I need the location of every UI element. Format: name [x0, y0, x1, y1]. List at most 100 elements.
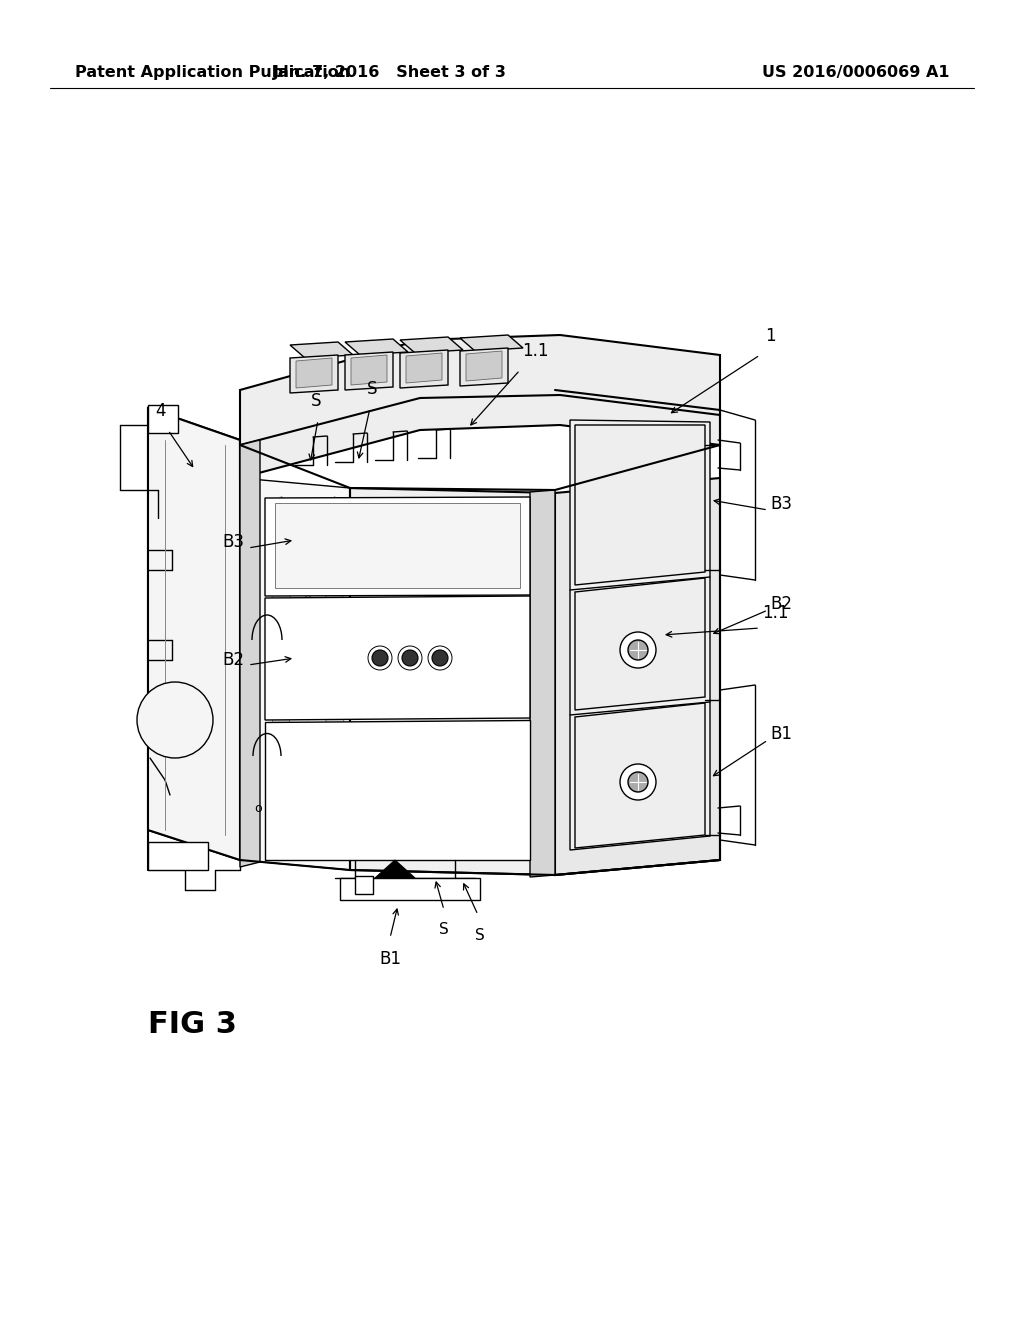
Polygon shape: [299, 759, 317, 783]
Polygon shape: [271, 744, 290, 766]
Polygon shape: [393, 714, 417, 737]
Polygon shape: [272, 713, 290, 737]
Polygon shape: [463, 507, 487, 532]
Polygon shape: [299, 573, 317, 598]
Polygon shape: [575, 578, 705, 710]
Polygon shape: [326, 496, 344, 520]
Polygon shape: [575, 704, 705, 847]
Polygon shape: [272, 558, 290, 582]
Polygon shape: [466, 351, 502, 381]
Polygon shape: [351, 355, 387, 385]
Polygon shape: [326, 743, 344, 766]
Polygon shape: [272, 590, 291, 611]
Polygon shape: [290, 355, 338, 393]
Polygon shape: [362, 756, 390, 788]
Polygon shape: [357, 499, 383, 521]
Polygon shape: [358, 739, 383, 762]
Polygon shape: [411, 756, 438, 788]
Polygon shape: [429, 602, 452, 626]
Polygon shape: [266, 799, 294, 830]
Polygon shape: [358, 772, 382, 795]
Polygon shape: [466, 611, 487, 635]
Polygon shape: [500, 568, 522, 590]
Polygon shape: [394, 510, 417, 533]
Polygon shape: [345, 339, 408, 355]
Polygon shape: [266, 756, 294, 788]
Text: B1: B1: [379, 950, 401, 968]
Circle shape: [432, 649, 449, 667]
Polygon shape: [411, 714, 438, 746]
Polygon shape: [327, 682, 344, 706]
Text: B3: B3: [770, 495, 792, 513]
Polygon shape: [406, 352, 442, 383]
Polygon shape: [465, 577, 486, 601]
Polygon shape: [240, 335, 720, 445]
Polygon shape: [394, 747, 419, 772]
Polygon shape: [460, 348, 508, 385]
Bar: [148, 405, 178, 433]
Bar: [340, 878, 480, 900]
Polygon shape: [299, 605, 316, 628]
Polygon shape: [350, 488, 555, 875]
Text: B2: B2: [222, 651, 244, 669]
Polygon shape: [362, 799, 390, 830]
Circle shape: [137, 682, 213, 758]
Polygon shape: [391, 680, 419, 702]
Polygon shape: [465, 784, 488, 808]
Polygon shape: [429, 739, 452, 762]
Polygon shape: [501, 602, 523, 626]
Polygon shape: [458, 799, 485, 830]
Polygon shape: [499, 498, 522, 521]
Polygon shape: [462, 544, 486, 565]
Text: S: S: [310, 392, 322, 411]
Text: S: S: [367, 380, 377, 399]
Text: Patent Application Publication: Patent Application Publication: [75, 66, 350, 81]
Text: B3: B3: [222, 533, 244, 550]
Polygon shape: [400, 337, 463, 352]
Polygon shape: [427, 774, 452, 796]
Polygon shape: [296, 358, 332, 388]
Text: o: o: [254, 801, 262, 814]
Polygon shape: [271, 805, 290, 829]
Polygon shape: [497, 669, 523, 692]
Polygon shape: [555, 478, 720, 875]
Polygon shape: [314, 799, 342, 830]
Polygon shape: [465, 681, 488, 704]
Circle shape: [628, 772, 648, 792]
Polygon shape: [148, 408, 240, 861]
Text: B2: B2: [770, 595, 792, 612]
Polygon shape: [458, 714, 485, 746]
Polygon shape: [272, 649, 290, 673]
Polygon shape: [299, 821, 316, 843]
Polygon shape: [375, 861, 415, 878]
Polygon shape: [290, 342, 353, 358]
Polygon shape: [427, 671, 453, 693]
Polygon shape: [499, 771, 522, 797]
Polygon shape: [265, 597, 530, 719]
Text: FIG 3: FIG 3: [148, 1010, 237, 1039]
Circle shape: [628, 640, 648, 660]
Polygon shape: [271, 496, 291, 520]
Polygon shape: [358, 568, 382, 591]
Polygon shape: [299, 543, 316, 566]
Polygon shape: [392, 817, 417, 840]
Text: S: S: [439, 921, 449, 937]
Polygon shape: [314, 714, 342, 746]
Polygon shape: [393, 578, 418, 601]
Bar: [148, 842, 208, 870]
Text: S: S: [475, 928, 485, 942]
Polygon shape: [272, 837, 291, 861]
Polygon shape: [394, 645, 417, 668]
Polygon shape: [357, 533, 382, 556]
Polygon shape: [326, 558, 344, 582]
Polygon shape: [326, 713, 344, 737]
Polygon shape: [430, 704, 453, 729]
Polygon shape: [497, 705, 524, 726]
Polygon shape: [427, 533, 454, 557]
Polygon shape: [240, 478, 350, 870]
Polygon shape: [356, 638, 382, 659]
Polygon shape: [530, 490, 555, 876]
Polygon shape: [325, 651, 344, 675]
Polygon shape: [500, 635, 523, 660]
Polygon shape: [265, 498, 530, 597]
